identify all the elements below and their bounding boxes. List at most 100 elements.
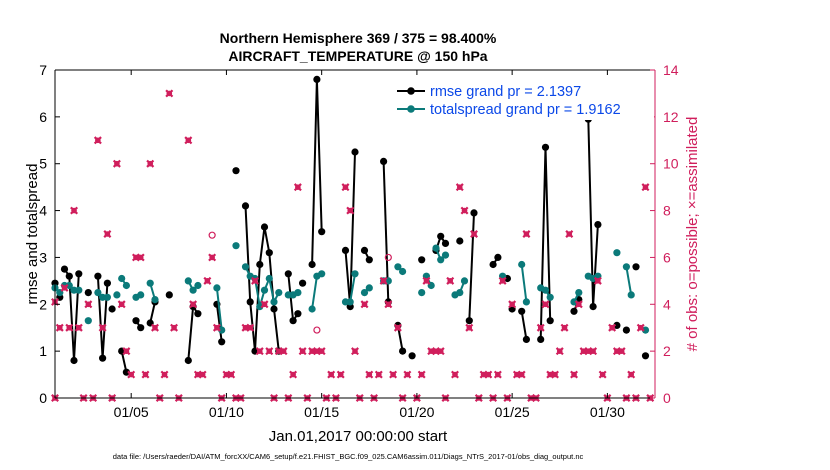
obs-assimilated-marker	[317, 347, 326, 356]
series-point	[265, 249, 273, 257]
series-point	[118, 274, 126, 283]
obs-assimilated-dot	[471, 231, 477, 237]
obs-assimilated-dot	[614, 348, 620, 354]
obs-assimilated-marker	[460, 206, 469, 215]
obs-assimilated-dot	[485, 371, 492, 378]
y-tick-label-left: 5	[39, 156, 47, 172]
obs-assimilated-marker	[165, 89, 174, 98]
obs-assimilated-dot	[61, 285, 68, 291]
obs-assimilated-marker	[255, 347, 264, 356]
obs-assimilated-marker	[246, 323, 255, 332]
legend-label-spread: totalspread grand pr = 1.9162	[430, 102, 621, 118]
series-point	[308, 260, 316, 269]
obs-assimilated-dot	[166, 90, 173, 97]
obs-assimilated-marker	[365, 370, 374, 379]
obs-assimilated-dot	[256, 348, 263, 354]
series-point	[360, 289, 369, 297]
obs-assimilated-dot	[385, 301, 392, 308]
obs-assimilated-marker	[389, 370, 398, 379]
obs-assimilated-dot	[347, 207, 354, 214]
obs-assimilated-marker	[293, 183, 302, 192]
obs-assimilated-marker	[103, 230, 112, 238]
obs-assimilated-marker	[484, 370, 493, 379]
series-point	[294, 289, 302, 297]
series-point	[75, 286, 83, 294]
y-tick-label-left: 7	[39, 62, 47, 78]
series-line-segment	[215, 287, 223, 331]
obs-assimilated-dot	[209, 254, 215, 261]
series-point	[241, 263, 250, 271]
obs-assimilated-marker	[327, 370, 336, 379]
obs-assimilated-dot	[214, 324, 220, 331]
data-file-footer: data file: /Users/raeder/DAI/ATM_forcXX/…	[113, 452, 584, 461]
series-point	[627, 291, 635, 299]
obs-assimilated-marker	[227, 370, 236, 379]
series-point	[308, 305, 316, 313]
series-point	[537, 335, 545, 343]
obs-assimilated-dot	[595, 278, 601, 284]
obs-assimilated-dot	[499, 278, 506, 284]
series-point	[365, 284, 373, 292]
series-point	[165, 291, 173, 299]
obs-assimilated-marker	[260, 300, 269, 309]
series-point	[275, 289, 283, 297]
obs-assimilated-marker	[70, 206, 79, 215]
obs-assimilated-dot	[447, 278, 454, 284]
obs-assimilated-marker	[341, 183, 350, 192]
series-point	[399, 267, 407, 276]
legend-marker-rmse	[407, 87, 415, 95]
obs-assimilated-dot	[585, 348, 592, 354]
obs-assimilated-dot	[114, 160, 120, 167]
obs-assimilated-marker	[470, 230, 479, 238]
series-point	[641, 326, 650, 334]
series-point	[108, 305, 116, 313]
obs-assimilated-dot	[309, 348, 315, 354]
series-point	[313, 75, 321, 83]
y-axis-label-left: rmse and totalspread	[24, 164, 41, 305]
obs-assimilated-marker	[279, 347, 288, 356]
series-point	[151, 296, 159, 304]
obs-assimilated-marker	[298, 347, 307, 356]
obs-assimilated-dot	[366, 371, 373, 378]
obs-assimilated-dot	[618, 348, 625, 354]
series-point	[75, 270, 83, 278]
obs-assimilated-marker	[593, 276, 602, 285]
obs-assimilated-dot	[480, 371, 487, 378]
obs-assimilated-marker	[589, 347, 598, 356]
series-line-segment	[215, 304, 223, 342]
series-point	[622, 326, 631, 334]
series-point	[570, 307, 578, 315]
series-point	[341, 246, 350, 254]
obs-assimilated-dot	[261, 301, 268, 308]
obs-assimilated-dot	[376, 371, 382, 378]
series-point	[65, 272, 73, 280]
legend-marker-spread	[407, 105, 415, 113]
series-point	[194, 310, 202, 318]
y-tick-label-left: 2	[39, 296, 47, 312]
series-line-segment	[520, 264, 528, 303]
series-point	[541, 143, 550, 151]
series-point	[518, 260, 526, 269]
obs-assimilated-dot	[185, 137, 192, 144]
obs-assimilated-marker	[551, 370, 559, 379]
series-point	[270, 298, 278, 306]
x-axis-label: Jan.01,2017 00:00:00 start	[269, 428, 448, 445]
obs-assimilated-marker	[598, 370, 607, 379]
obs-assimilated-marker	[351, 347, 359, 356]
obs-assimilated-dot	[195, 371, 201, 378]
series-line-segment	[63, 268, 80, 361]
series-point	[189, 286, 197, 294]
obs-assimilated-marker	[112, 159, 121, 168]
obs-assimilated-marker	[393, 323, 402, 332]
obs-assimilated-dot	[466, 324, 473, 331]
obs-assimilated-marker	[212, 323, 221, 332]
series-point	[589, 303, 597, 311]
series-point	[218, 338, 226, 346]
obs-assimilated-marker	[436, 347, 445, 356]
series-point	[218, 326, 226, 334]
obs-assimilated-dot	[542, 301, 549, 308]
obs-assimilated-marker	[170, 323, 179, 332]
obs-assimilated-dot	[590, 348, 596, 354]
obs-assimilated-dot	[137, 254, 144, 261]
series-point	[70, 356, 78, 365]
